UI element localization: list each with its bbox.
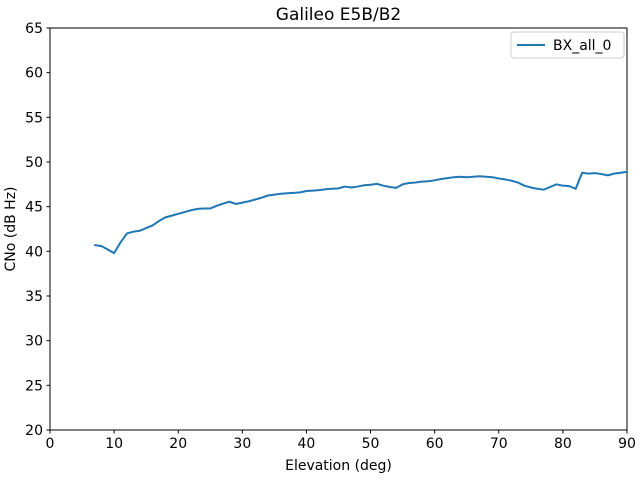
x-tick-label: 20 (169, 436, 187, 452)
y-tick-label: 40 (25, 244, 43, 260)
y-tick-label: 25 (25, 378, 43, 394)
x-tick-label: 60 (426, 436, 444, 452)
x-tick-label: 50 (362, 436, 380, 452)
x-tick-label: 10 (105, 436, 123, 452)
x-tick-label: 30 (233, 436, 251, 452)
x-tick-label: 40 (298, 436, 316, 452)
legend: BX_all_0 (510, 31, 625, 59)
legend-box (510, 31, 625, 59)
x-tick-label: 80 (554, 436, 572, 452)
x-tick-label: 0 (46, 436, 55, 452)
x-tick-label: 70 (490, 436, 508, 452)
y-tick-label: 35 (25, 289, 43, 305)
plot-area (49, 27, 628, 431)
legend-entry-label: BX_all_0 (553, 38, 611, 54)
y-tick-label: 50 (25, 155, 43, 171)
y-tick-label: 55 (25, 110, 43, 126)
y-tick-label: 65 (25, 21, 43, 37)
x-axis-ticks: 0 10 20 30 40 50 60 70 80 90 (46, 430, 636, 452)
y-axis-label: CNo (dB Hz) (3, 186, 19, 271)
x-tick-label: 90 (618, 436, 636, 452)
y-tick-label: 20 (25, 423, 43, 439)
series-line-bx_all_0 (93, 170, 628, 255)
y-tick-label: 60 (25, 66, 43, 82)
series-group (93, 170, 628, 255)
y-axis-ticks: 20 25 30 35 40 45 50 55 60 65 (25, 21, 50, 439)
y-tick-label: 45 (25, 200, 43, 216)
y-tick-label: 30 (25, 334, 43, 350)
x-axis-label: Elevation (deg) (285, 458, 392, 474)
chart-title: Galileo E5B/B2 (276, 5, 401, 25)
